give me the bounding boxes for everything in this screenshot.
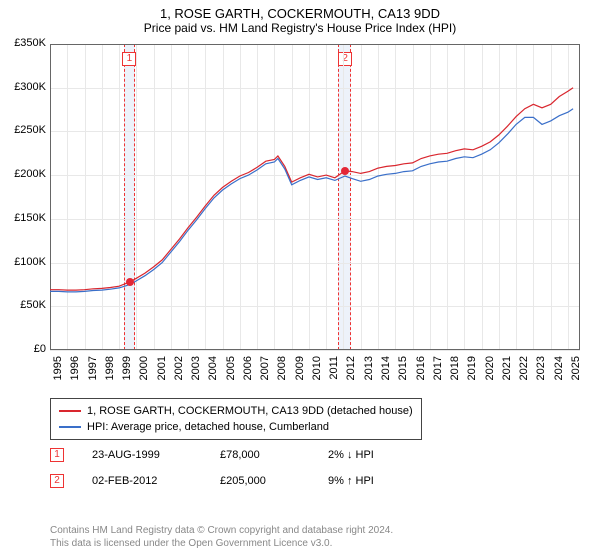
xtick-label: 2011 (328, 356, 340, 386)
xtick-label: 1998 (104, 356, 116, 386)
xtick-label: 2018 (449, 356, 461, 386)
ytick-label: £300K (4, 81, 46, 93)
sale-dot (126, 278, 134, 286)
legend-label: HPI: Average price, detached house, Cumb… (87, 419, 329, 435)
sale-date: 23-AUG-1999 (92, 449, 192, 461)
xtick-label: 2024 (553, 356, 565, 386)
sale-price: £78,000 (220, 449, 300, 461)
xtick-label: 2021 (501, 356, 513, 386)
xtick-label: 2023 (535, 356, 547, 386)
xtick-label: 2017 (432, 356, 444, 386)
chart-title: 1, ROSE GARTH, COCKERMOUTH, CA13 9DD (0, 0, 600, 21)
xtick-label: 2008 (276, 356, 288, 386)
footer-line2: This data is licensed under the Open Gov… (50, 537, 393, 550)
chart-subtitle: Price paid vs. HM Land Registry's House … (0, 21, 600, 39)
sale-dot (341, 167, 349, 175)
ytick-label: £0 (4, 343, 46, 355)
legend: 1, ROSE GARTH, COCKERMOUTH, CA13 9DD (de… (50, 398, 422, 440)
sale-delta: 2% ↓ HPI (328, 449, 374, 461)
sale-row: 1 23-AUG-1999 £78,000 2% ↓ HPI (50, 448, 374, 462)
sale-number: 1 (50, 448, 64, 462)
series-price_paid (50, 88, 573, 290)
xtick-label: 2025 (570, 356, 582, 386)
legend-swatch (59, 426, 81, 428)
xtick-label: 2014 (380, 356, 392, 386)
xtick-label: 2015 (397, 356, 409, 386)
xtick-label: 2001 (156, 356, 168, 386)
legend-row: 1, ROSE GARTH, COCKERMOUTH, CA13 9DD (de… (59, 403, 413, 419)
sale-price: £205,000 (220, 475, 300, 487)
xtick-label: 1995 (52, 356, 64, 386)
xtick-label: 2010 (311, 356, 323, 386)
xtick-label: 2004 (207, 356, 219, 386)
sale-date: 02-FEB-2012 (92, 475, 192, 487)
ytick-label: £150K (4, 212, 46, 224)
legend-row: HPI: Average price, detached house, Cumb… (59, 419, 413, 435)
footer: Contains HM Land Registry data © Crown c… (50, 524, 393, 550)
xtick-label: 2013 (363, 356, 375, 386)
xtick-label: 2020 (484, 356, 496, 386)
xtick-label: 1999 (121, 356, 133, 386)
ytick-label: £350K (4, 37, 46, 49)
xtick-label: 2012 (345, 356, 357, 386)
xtick-label: 2022 (518, 356, 530, 386)
series-hpi (50, 109, 573, 292)
xtick-label: 1997 (87, 356, 99, 386)
xtick-label: 2016 (415, 356, 427, 386)
sale-delta: 9% ↑ HPI (328, 475, 374, 487)
legend-swatch (59, 410, 81, 412)
ytick-label: £250K (4, 124, 46, 136)
legend-label: 1, ROSE GARTH, COCKERMOUTH, CA13 9DD (de… (87, 403, 413, 419)
grid-h (50, 350, 580, 351)
xtick-label: 2003 (190, 356, 202, 386)
xtick-label: 2006 (242, 356, 254, 386)
ytick-label: £200K (4, 168, 46, 180)
ytick-label: £100K (4, 256, 46, 268)
xtick-label: 2002 (173, 356, 185, 386)
chart-svg (50, 44, 580, 350)
xtick-label: 2000 (138, 356, 150, 386)
xtick-label: 2005 (225, 356, 237, 386)
chart-plot: 12£0£50K£100K£150K£200K£250K£300K£350K19… (50, 44, 580, 350)
sale-row: 2 02-FEB-2012 £205,000 9% ↑ HPI (50, 474, 374, 488)
sale-number: 2 (50, 474, 64, 488)
footer-line1: Contains HM Land Registry data © Crown c… (50, 524, 393, 537)
ytick-label: £50K (4, 299, 46, 311)
xtick-label: 1996 (69, 356, 81, 386)
xtick-label: 2019 (466, 356, 478, 386)
xtick-label: 2007 (259, 356, 271, 386)
xtick-label: 2009 (294, 356, 306, 386)
